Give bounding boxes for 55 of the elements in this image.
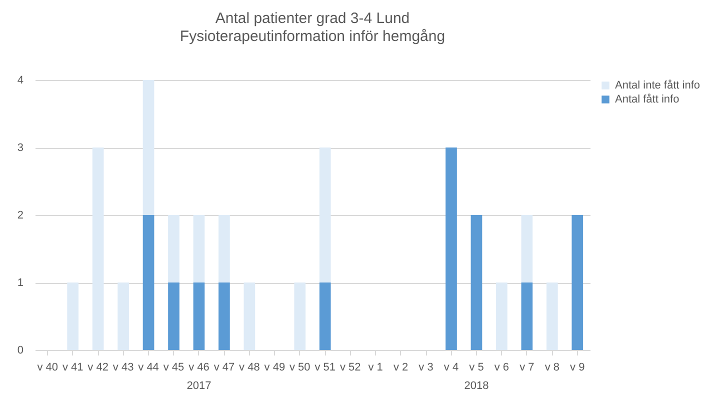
x-tick-label: v 49 xyxy=(264,362,286,374)
text: 2017 xyxy=(186,380,212,392)
x-tick-label: v 52 xyxy=(340,362,361,374)
bar xyxy=(244,282,256,350)
x-tick-label: v 1 xyxy=(368,362,383,374)
chart-subtitle: Fysioterapeutinformation inför hemgång xyxy=(180,28,446,45)
x-tick-label: v 40 xyxy=(37,362,58,374)
y-tick-label: 3 xyxy=(17,142,24,154)
x-tick-label: v 7 xyxy=(520,362,534,374)
x-tick-label: v 43 xyxy=(112,362,134,374)
x-tick-label: v 3 xyxy=(418,362,434,374)
x-tick-label: v 2 xyxy=(393,362,408,374)
x-tick-label: v 44 xyxy=(138,362,159,374)
bar xyxy=(118,282,129,350)
bar xyxy=(319,282,331,350)
chart-title: Antal patienter grad 3-4 Lund xyxy=(215,10,410,27)
bar xyxy=(521,215,533,282)
bar xyxy=(572,215,584,350)
y-tick-label: 1 xyxy=(17,277,24,289)
x-tick-label: v 47 xyxy=(214,362,235,374)
bar xyxy=(546,282,558,350)
x-tick-label: v 41 xyxy=(62,362,84,374)
bar xyxy=(521,282,533,350)
bar xyxy=(496,282,508,350)
text: 2018 xyxy=(464,380,489,392)
x-tick-label: v 4 xyxy=(444,362,459,374)
x-tick-label: v 6 xyxy=(494,362,510,374)
x-tick-label: v 45 xyxy=(163,362,184,374)
bar xyxy=(218,282,230,350)
x-tick-label: v 48 xyxy=(239,362,260,374)
x-tick-label: v 9 xyxy=(570,362,585,374)
x-tick-label: v 5 xyxy=(469,362,484,374)
bar xyxy=(142,215,154,350)
bar xyxy=(92,148,104,350)
bar xyxy=(67,282,79,350)
x-tick-label: v 8 xyxy=(544,362,560,374)
bar xyxy=(294,282,306,350)
bar xyxy=(193,282,205,350)
x-tick-label: v 50 xyxy=(289,362,310,374)
bar xyxy=(218,215,230,282)
x-tick-label: v 42 xyxy=(88,362,108,374)
bar xyxy=(319,148,331,282)
bar xyxy=(193,215,205,282)
x-tick-label: v 51 xyxy=(314,362,336,374)
x-tick-label: v 46 xyxy=(188,362,210,374)
bar xyxy=(168,215,180,282)
legend-label: Antal inte fått info xyxy=(615,80,700,92)
y-tick-label: 4 xyxy=(17,74,24,86)
bar xyxy=(446,148,457,350)
y-tick-label: 0 xyxy=(17,344,24,356)
legend-label: Antal fått info xyxy=(615,94,680,106)
bar xyxy=(470,215,482,350)
y-tick-label: 2 xyxy=(17,210,24,222)
bar xyxy=(142,80,154,215)
bar xyxy=(168,282,180,350)
